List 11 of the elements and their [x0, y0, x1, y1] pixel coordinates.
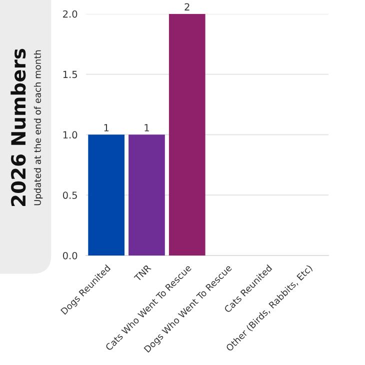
- y-tick-label: 0.5: [62, 192, 77, 199]
- y-tick-label: 1.5: [63, 70, 77, 78]
- data-label: 2: [184, 3, 190, 10]
- y-tick-label: 0.0: [62, 252, 78, 260]
- x-tick-label: TNR: [134, 264, 152, 282]
- y-tick-label: 1.0: [63, 131, 78, 139]
- text: Updated at the end of each month: [34, 50, 43, 206]
- data-label: 1: [144, 124, 149, 132]
- y-tick-label: 2.0: [63, 10, 78, 18]
- text: 2026 Numbers: [10, 48, 26, 206]
- data-label: 1: [104, 124, 109, 132]
